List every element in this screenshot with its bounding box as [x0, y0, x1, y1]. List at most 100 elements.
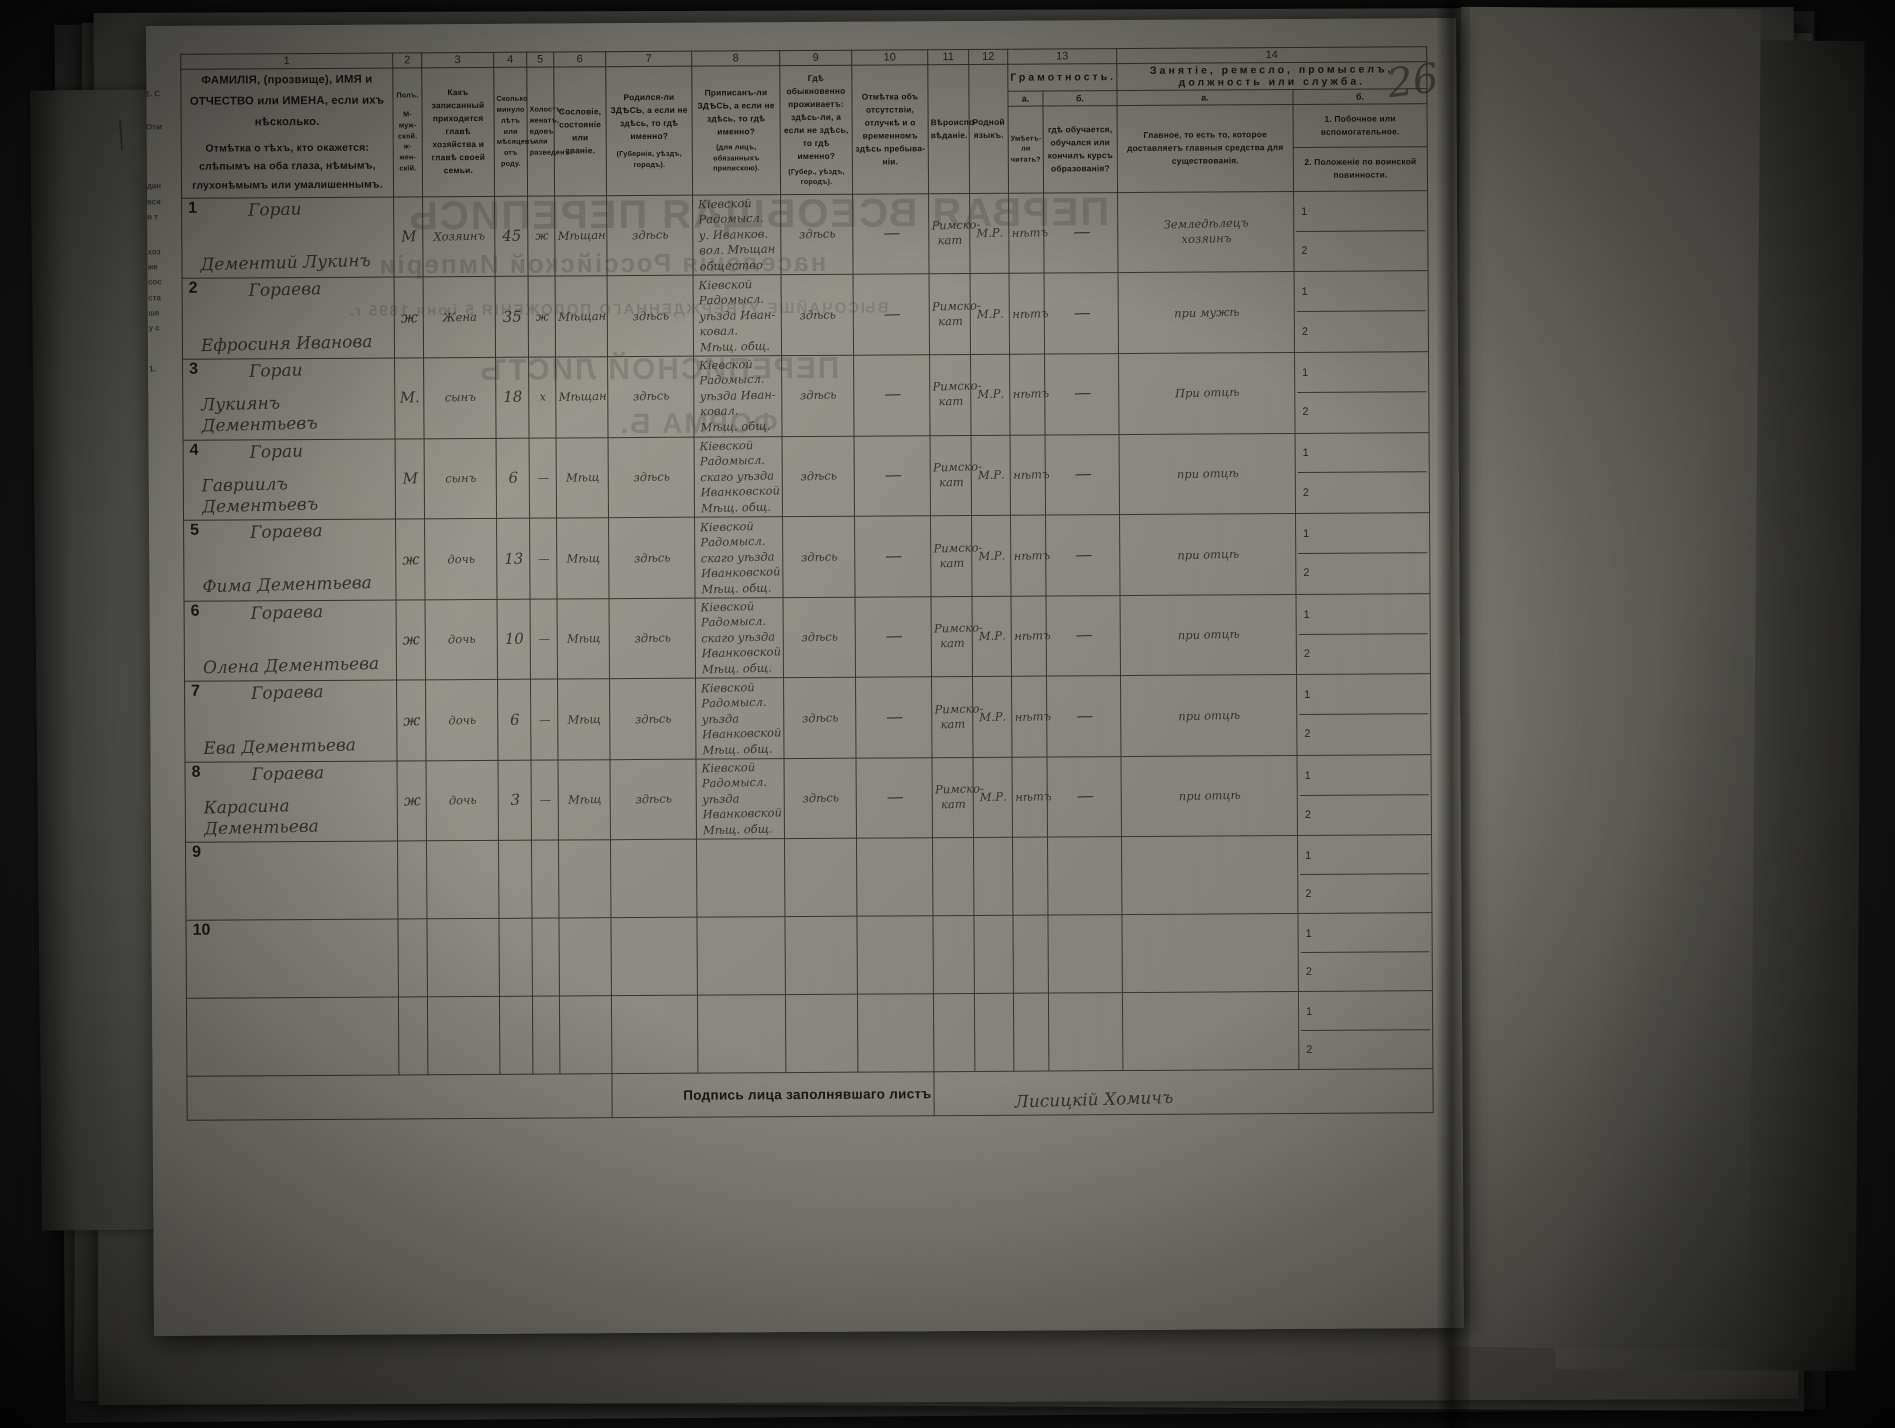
- cell-military-status[interactable]: 2: [1306, 1043, 1313, 1056]
- cell-registered[interactable]: Кіевской Радомысл. скаго уѣзда Иванковской М…: [694, 596, 785, 680]
- table-row[interactable]: 7 Гораева Ева Дементьева ж дочь 6— Мѣщ здѣсь Кіе…: [184, 673, 1431, 763]
- cell-registered[interactable]: Кіевской Радомысл. у. Иванков. вол. Мѣщан об…: [691, 193, 782, 277]
- cell-marital[interactable]: —: [530, 759, 560, 841]
- cell-education[interactable]: —: [1044, 514, 1121, 597]
- cell-residence[interactable]: здѣсь: [783, 757, 858, 840]
- cell-education[interactable]: —: [1045, 675, 1122, 758]
- cell-religion[interactable]: [931, 837, 975, 917]
- cell-age[interactable]: 13: [495, 518, 531, 600]
- cell-marital[interactable]: [531, 918, 561, 997]
- cell-birthplace[interactable]: [609, 838, 698, 919]
- cell-relation[interactable]: сынъ: [423, 437, 498, 520]
- cell-birthplace[interactable]: здѣсь: [608, 677, 697, 761]
- cell-estate[interactable]: [558, 995, 613, 1075]
- cell-military-status[interactable]: 2: [1303, 647, 1311, 660]
- cell-registered[interactable]: Кіевской Радомысл. скаго уѣзда Иванковской М…: [693, 435, 784, 519]
- cell-language[interactable]: М.Р.: [969, 273, 1011, 355]
- cell-marital[interactable]: х: [527, 356, 557, 438]
- cell-literacy[interactable]: нѣтъ: [1008, 353, 1049, 436]
- cell-estate[interactable]: Мѣщ: [556, 597, 611, 680]
- cell-occupation-side-1[interactable]: 1: [1300, 992, 1431, 1031]
- cell-estate[interactable]: [558, 917, 613, 997]
- cell-sex[interactable]: ж: [396, 760, 428, 842]
- cell-language[interactable]: М.Р.: [971, 676, 1013, 758]
- cell-age[interactable]: [498, 996, 534, 1076]
- cell-estate[interactable]: Мѣщ: [557, 759, 612, 841]
- cell-absence[interactable]: —: [851, 192, 930, 276]
- cell-marital[interactable]: ж: [527, 276, 557, 358]
- cell-literacy[interactable]: нѣтъ: [1009, 514, 1050, 597]
- cell-age[interactable]: 45: [493, 195, 529, 278]
- cell-birthplace[interactable]: здѣсь: [606, 355, 695, 439]
- cell-relation[interactable]: дочь: [424, 598, 499, 681]
- cell-language[interactable]: М.Р.: [969, 353, 1011, 436]
- cell-religion[interactable]: Римско-кат: [928, 273, 981, 356]
- table-row[interactable]: 8 Гораева Карасина Дементьева ж дочь 3— Мѣщ здѣ…: [185, 753, 1432, 843]
- cell-name[interactable]: 1 Гораи Дементий Лукинъ: [181, 196, 395, 279]
- cell-name[interactable]: [186, 997, 399, 1077]
- cell-residence[interactable]: [784, 993, 859, 1074]
- cell-military-status[interactable]: 2: [1301, 325, 1309, 338]
- cell-absence[interactable]: —: [854, 595, 933, 679]
- cell-literacy[interactable]: [1012, 915, 1050, 995]
- cell-registered[interactable]: Кіевской Радомысл. уѣзда Иван-ковал. Мѣщ. о…: [692, 354, 783, 438]
- cell-language[interactable]: [973, 993, 1015, 1073]
- cell-military-status[interactable]: 2: [1304, 808, 1312, 821]
- cell-occupation-main[interactable]: при отцѣ: [1119, 592, 1298, 678]
- cell-estate[interactable]: Мѣщ: [556, 678, 611, 761]
- cell-education[interactable]: —: [1046, 755, 1123, 839]
- cell-residence[interactable]: здѣсь: [782, 596, 857, 679]
- cell-birthplace[interactable]: здѣсь: [606, 274, 695, 358]
- cell-absence[interactable]: —: [852, 273, 931, 356]
- cell-language[interactable]: М.Р.: [970, 515, 1012, 597]
- cell-occupation-side-1[interactable]: 1: [1299, 675, 1429, 716]
- cell-sex[interactable]: [396, 841, 428, 920]
- cell-occupation-main[interactable]: Земледѣлецъ хозяинъ: [1116, 189, 1295, 275]
- cell-birthplace[interactable]: здѣсь: [609, 758, 698, 841]
- cell-occupation-side-1[interactable]: 1: [1296, 272, 1426, 313]
- cell-relation[interactable]: дочь: [423, 517, 498, 601]
- cell-sex[interactable]: [397, 996, 429, 1076]
- cell-name[interactable]: 7 Гораева Ева Дементьева: [184, 680, 398, 763]
- cell-military-status[interactable]: 2: [1305, 887, 1312, 900]
- cell-registered[interactable]: Кіевской Радомысл. уѣзда Иванковской Мѣщ. об…: [694, 677, 785, 760]
- cell-language[interactable]: [973, 915, 1015, 995]
- cell-occupation-main[interactable]: [1120, 834, 1299, 917]
- cell-marital[interactable]: —: [529, 679, 559, 761]
- cell-occupation-main[interactable]: [1121, 990, 1300, 1073]
- cell-age[interactable]: 18: [494, 356, 530, 439]
- cell-literacy[interactable]: нѣтъ: [1010, 595, 1050, 677]
- cell-religion[interactable]: Римско-кат: [930, 595, 983, 678]
- cell-estate[interactable]: Мѣщан: [553, 195, 608, 277]
- cell-birthplace[interactable]: здѣсь: [607, 516, 696, 600]
- cell-marital[interactable]: ж: [526, 195, 556, 277]
- cell-relation[interactable]: Хозяинъ: [421, 195, 496, 278]
- cell-residence[interactable]: здѣсь: [781, 435, 856, 518]
- cell-military-status[interactable]: 2: [1301, 244, 1308, 257]
- cell-language[interactable]: М.Р.: [970, 434, 1012, 516]
- cell-relation[interactable]: сынъ: [422, 356, 497, 440]
- cell-occupation-main[interactable]: при мужѣ: [1117, 270, 1296, 356]
- cell-occupation-side-1[interactable]: 1: [1298, 594, 1428, 635]
- cell-birthplace[interactable]: здѣсь: [605, 194, 694, 277]
- cell-birthplace[interactable]: [610, 916, 699, 997]
- cell-religion[interactable]: Римско-кат: [929, 434, 982, 517]
- cell-marital[interactable]: —: [528, 437, 558, 519]
- cell-literacy[interactable]: нѣтъ: [1008, 273, 1048, 355]
- cell-military-status[interactable]: 2: [1302, 486, 1310, 499]
- cell-name[interactable]: 9: [185, 841, 398, 921]
- cell-language[interactable]: [972, 837, 1014, 917]
- cell-age[interactable]: 10: [496, 598, 532, 680]
- cell-education[interactable]: [1046, 836, 1123, 917]
- cell-sex[interactable]: М: [394, 438, 426, 520]
- cell-education[interactable]: —: [1045, 594, 1122, 678]
- cell-literacy[interactable]: [1011, 837, 1049, 917]
- table-row[interactable]: 6 Гораева Олена Дементьева ж дочь 10— Мѣщ здѣсь…: [184, 592, 1431, 682]
